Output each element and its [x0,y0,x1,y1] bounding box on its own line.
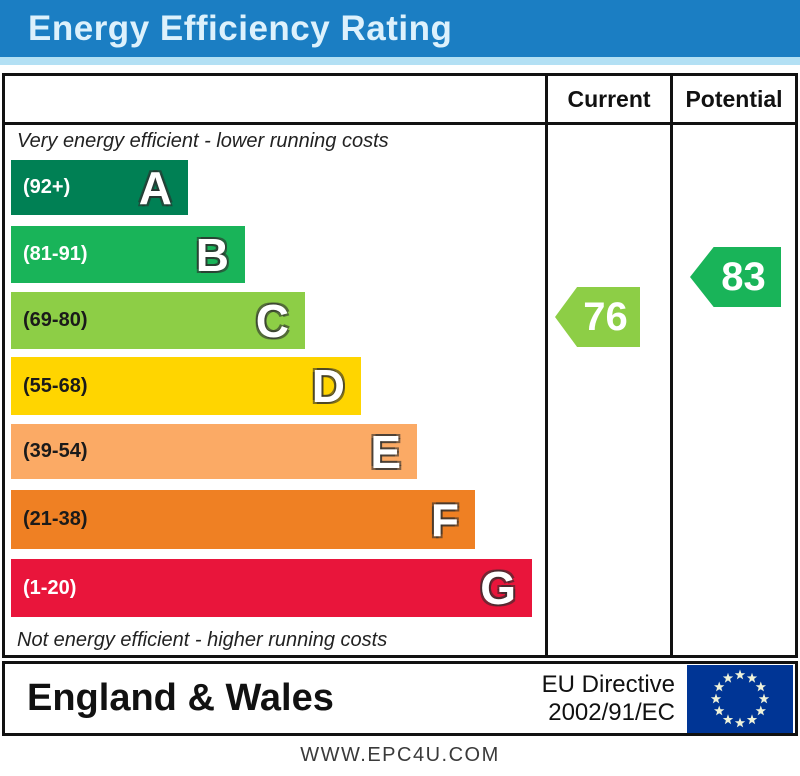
band-range-label: (21-38) [23,508,88,530]
eu-directive-text: EU Directive 2002/91/EC [542,671,687,726]
eu-flag-star [734,717,746,727]
page-title: Energy Efficiency Rating [28,8,453,48]
eu-flag-star [710,693,722,703]
band-range-label: (1-20) [23,576,77,599]
header-spacer-cell [5,76,545,122]
column-header-current: Current [545,76,670,122]
title-bar: Energy Efficiency Rating [0,0,800,65]
eu-flag-star [714,681,725,691]
band-letter: G [480,562,516,614]
band-range-label: (55-68) [23,374,88,397]
column-header-potential: Potential [670,76,795,122]
band-letter: C [255,294,289,347]
current-rating-arrow: 76 [555,287,640,347]
eu-flag-star [734,669,746,679]
band-range-label: (69-80) [23,309,88,331]
website-text: WWW.EPC4U.COM [300,744,500,766]
eu-flag-star [755,705,766,715]
region-label: England & Wales [27,677,334,719]
footer-bar: England & Wales EU Directive 2002/91/EC [2,661,798,736]
band-letter: E [370,425,401,478]
top-note: Very energy efficient - lower running co… [17,130,389,152]
band-letter: D [311,360,345,412]
band-d: (55-68) D [11,357,361,415]
eu-flag-star [722,672,734,683]
eu-flag-star [746,713,758,724]
rating-table: Current Potential Very energy efficient … [2,73,798,658]
band-c: (69-80) C [11,292,305,349]
band-g: (1-20) G [11,559,532,617]
band-range-label: (92+) [23,176,71,198]
band-f: (21-38) F [11,490,475,549]
potential-rating-arrow: 83 [690,247,781,307]
eu-flag-star [755,681,766,691]
potential-rating-column: 83 [670,125,795,655]
band-e: (39-54) E [11,424,417,479]
band-letter: B [195,228,229,281]
eu-directive-line-1: EU Directive [541,670,675,698]
band-range-label: (39-54) [23,440,88,462]
eu-flag-star [746,672,758,683]
eu-directive-line-2: 2002/91/EC [548,698,675,726]
band-range-label: (81-91) [23,243,88,265]
band-letter: A [138,161,172,214]
eu-flag [687,664,793,733]
eu-flag-star [722,713,734,724]
band-b: (81-91) B [11,226,245,283]
eu-flag-star [758,693,770,703]
rating-bands-area: Very energy efficient - lower running co… [5,125,545,655]
table-body-row: Very energy efficient - lower running co… [5,125,795,655]
eu-flag-star [714,705,725,715]
bottom-note: Not energy efficient - higher running co… [17,629,388,651]
band-letter: F [430,493,459,546]
current-rating-column: 76 [545,125,670,655]
band-a: (92+) A [11,160,188,215]
table-header-row: Current Potential [5,76,795,125]
